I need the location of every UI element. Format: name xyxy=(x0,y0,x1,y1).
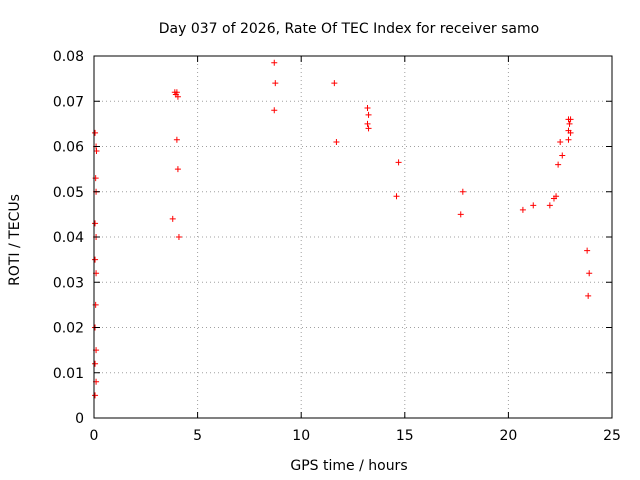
data-point xyxy=(331,80,338,87)
y-tick-label: 0 xyxy=(75,411,84,427)
data-point xyxy=(272,80,279,87)
data-point xyxy=(555,161,562,168)
y-tick-label: 0.07 xyxy=(53,94,84,110)
y-tick-label: 0.02 xyxy=(53,321,84,337)
y-axis-ticks: 0 0.01 0.02 0.03 0.04 0.05 0.06 0.07 0.08 xyxy=(53,49,612,427)
data-point xyxy=(557,138,564,145)
data-point xyxy=(364,120,371,127)
y-tick-label: 0.04 xyxy=(53,230,84,246)
data-point xyxy=(586,270,593,277)
x-tick-label: 25 xyxy=(603,428,621,444)
data-point xyxy=(174,166,181,173)
data-point xyxy=(519,206,526,213)
data-point xyxy=(271,107,278,114)
data-point xyxy=(333,138,340,145)
data-point xyxy=(92,129,99,136)
x-tick-label: 0 xyxy=(90,428,99,444)
data-point xyxy=(173,136,180,143)
y-tick-label: 0.06 xyxy=(53,140,84,156)
data-point xyxy=(565,136,572,143)
data-point xyxy=(92,360,99,367)
data-point xyxy=(172,91,179,98)
x-axis-ticks: 0 5 10 15 20 25 xyxy=(90,56,621,444)
data-point xyxy=(459,188,466,195)
y-tick-label: 0.01 xyxy=(53,366,84,382)
data-point xyxy=(567,116,574,123)
y-tick-label: 0.03 xyxy=(53,275,84,291)
x-tick-label: 10 xyxy=(292,428,310,444)
data-point xyxy=(365,125,372,132)
data-point xyxy=(169,215,176,222)
y-axis-label: ROTI / TECUs xyxy=(7,194,23,286)
data-point xyxy=(364,105,371,112)
x-tick-label: 20 xyxy=(499,428,517,444)
data-point xyxy=(567,129,574,136)
data-point xyxy=(92,256,99,263)
data-point xyxy=(271,59,278,66)
chart-title: Day 037 of 2026, Rate Of TEC Index for r… xyxy=(159,21,539,37)
data-points xyxy=(92,59,593,399)
data-point xyxy=(584,247,591,254)
data-point xyxy=(92,220,99,227)
data-point xyxy=(365,111,372,118)
data-point xyxy=(92,392,99,399)
data-point xyxy=(457,211,464,218)
x-tick-label: 15 xyxy=(396,428,414,444)
data-point xyxy=(550,195,557,202)
x-tick-label: 5 xyxy=(193,428,202,444)
data-point xyxy=(175,234,182,240)
data-point xyxy=(559,152,566,159)
data-point xyxy=(585,292,592,299)
data-point xyxy=(393,193,400,200)
y-tick-label: 0.08 xyxy=(53,49,84,65)
data-point xyxy=(395,159,402,166)
y-tick-label: 0.05 xyxy=(53,185,84,201)
data-point xyxy=(546,202,553,209)
x-axis-label: GPS time / hours xyxy=(290,458,407,474)
data-point xyxy=(530,202,537,209)
grid-lines xyxy=(94,56,612,418)
data-point xyxy=(566,120,573,127)
